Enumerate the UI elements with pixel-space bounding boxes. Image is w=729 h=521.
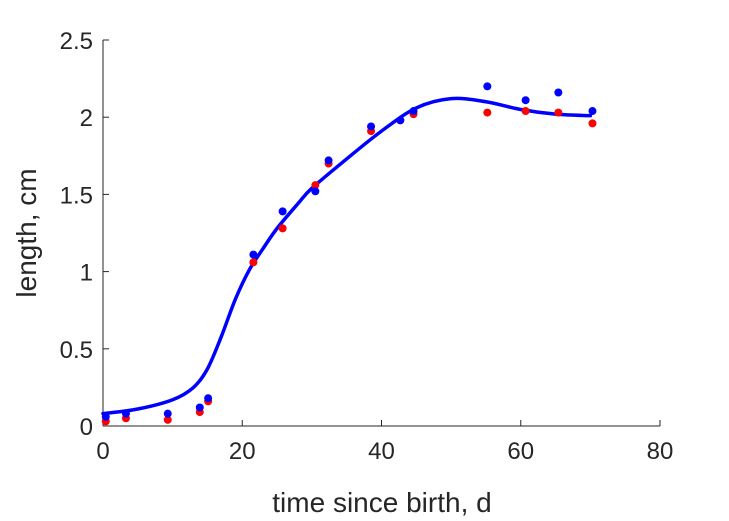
x-tick-label: 80 bbox=[647, 438, 674, 465]
y-tick-label: 2 bbox=[80, 105, 93, 132]
data-point bbox=[195, 403, 204, 412]
plot-area bbox=[101, 82, 597, 426]
x-tick-label: 60 bbox=[507, 438, 534, 465]
x-tick-label: 0 bbox=[96, 438, 109, 465]
data-point bbox=[249, 258, 258, 267]
x-tick-label: 20 bbox=[229, 438, 256, 465]
data-point bbox=[554, 88, 563, 97]
y-tick-label: 1.5 bbox=[60, 182, 93, 209]
data-point bbox=[483, 108, 492, 117]
data-point bbox=[311, 187, 320, 196]
data-point bbox=[121, 409, 130, 418]
data-point bbox=[101, 412, 110, 421]
data-point bbox=[521, 96, 530, 105]
y-tick-label: 0.5 bbox=[60, 337, 93, 364]
data-point bbox=[396, 116, 405, 125]
data-point bbox=[588, 119, 597, 128]
y-tick-label: 0 bbox=[80, 414, 93, 441]
data-point bbox=[324, 156, 333, 165]
y-tick-label: 2.5 bbox=[60, 28, 93, 55]
x-axis-label: time since birth, d bbox=[272, 487, 491, 518]
data-point bbox=[249, 250, 258, 259]
y-axis-label: length, cm bbox=[11, 168, 42, 297]
data-point bbox=[409, 107, 418, 116]
data-point bbox=[204, 394, 213, 403]
data-point bbox=[588, 107, 597, 116]
data-point bbox=[278, 224, 287, 233]
x-tick-label: 40 bbox=[368, 438, 395, 465]
data-point bbox=[278, 207, 287, 216]
data-point bbox=[163, 415, 172, 424]
data-point bbox=[521, 107, 530, 116]
model-fit-line bbox=[101, 96, 593, 416]
y-tick-label: 1 bbox=[80, 260, 93, 287]
data-point bbox=[163, 409, 172, 418]
data-point bbox=[367, 122, 376, 131]
axes: 0 20 40 60 80 0 0.5 1 1.5 2 2.5 bbox=[60, 28, 674, 465]
data-point bbox=[483, 82, 492, 91]
data-point bbox=[554, 108, 563, 117]
data-point bbox=[311, 181, 320, 190]
